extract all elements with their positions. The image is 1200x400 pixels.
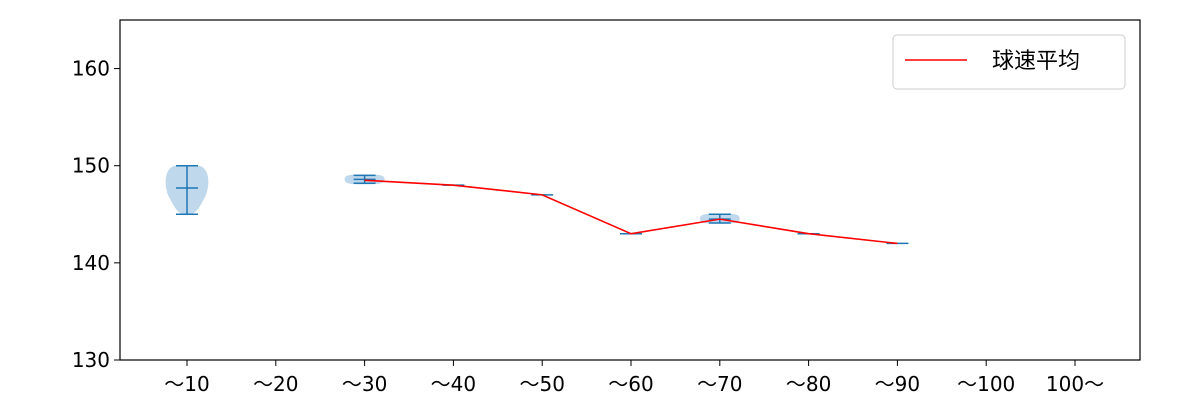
series-layer <box>364 179 898 245</box>
x-tick-label: 〜100 <box>957 372 1015 396</box>
violin-〜10 <box>165 164 209 216</box>
x-tick-label: 〜20 <box>253 372 298 396</box>
y-tick-label: 160 <box>72 57 110 81</box>
y-axis: 130 140 150 160 <box>72 57 120 372</box>
x-tick-label: 〜70 <box>697 372 742 396</box>
legend: 球速平均 <box>892 34 1126 90</box>
legend-box <box>892 34 1126 90</box>
x-axis: 〜10 〜20 〜30 〜40 〜50 〜60 〜70 〜80 〜90 〜100 100〜 <box>164 360 1104 396</box>
x-tick-label: 〜60 <box>608 372 653 396</box>
x-tick-label: 〜10 <box>164 372 209 396</box>
y-tick-label: 150 <box>72 154 110 178</box>
y-tick-label: 140 <box>72 251 110 275</box>
x-tick-label: 〜30 <box>342 372 387 396</box>
plot-frame <box>119 19 1141 361</box>
x-tick-label: 〜80 <box>786 372 831 396</box>
violin-〜30 <box>344 174 385 185</box>
x-tick-label: 〜40 <box>431 372 476 396</box>
y-tick-label: 130 <box>72 348 110 372</box>
legend-label: 球速平均 <box>992 49 1080 74</box>
x-tick-label: 100〜 <box>1046 372 1104 396</box>
x-tick-label: 〜50 <box>519 372 564 396</box>
x-tick-label: 〜90 <box>875 372 920 396</box>
